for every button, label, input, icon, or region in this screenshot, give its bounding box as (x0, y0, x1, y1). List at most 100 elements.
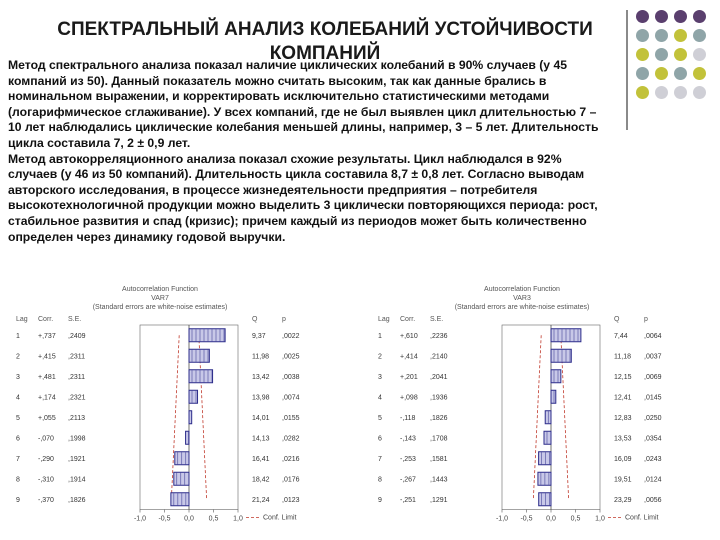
table-cell: ,0145 (644, 394, 662, 401)
x-tick-label: -1,0 (496, 516, 508, 523)
table-cell: ,1708 (430, 435, 448, 442)
table-cell: -,370 (38, 497, 54, 504)
column-header: p (282, 316, 286, 323)
table-cell: 8 (378, 476, 382, 483)
table-cell: 23,29 (614, 497, 632, 504)
table-cell: 14,01 (252, 415, 270, 422)
table-cell: ,2236 (430, 333, 448, 340)
table-cell: ,0176 (282, 476, 300, 483)
table-cell: 11,98 (252, 353, 269, 360)
x-tick-label: 0,5 (571, 516, 581, 523)
acf-bar (188, 389, 199, 404)
acf-bar (188, 410, 193, 425)
table-cell: 12,41 (614, 394, 632, 401)
decor-dot (655, 29, 668, 42)
table-cell: 7,44 (614, 333, 628, 340)
table-cell: +,737 (38, 333, 56, 340)
decor-dot (636, 86, 649, 99)
table-cell: 5 (378, 415, 382, 422)
table-cell: -,251 (400, 497, 416, 504)
table-cell: 11,18 (614, 353, 631, 360)
decor-dot (636, 48, 649, 61)
table-cell: ,0022 (282, 333, 300, 340)
table-cell: 21,24 (252, 497, 270, 504)
table-cell: ,0069 (644, 374, 662, 381)
legend-label: Conf. Limit (625, 515, 659, 522)
table-cell: -,290 (38, 456, 54, 463)
decor-dot (693, 48, 706, 61)
paragraph-spectral: Метод спектрального анализа показал нали… (8, 58, 599, 150)
table-cell: 8 (16, 476, 20, 483)
table-cell: +,415 (38, 353, 56, 360)
table-cell: 12,83 (614, 415, 632, 422)
table-cell: ,1826 (430, 415, 448, 422)
x-tick-label: 0,5 (209, 516, 219, 523)
acf-bar (537, 471, 552, 486)
table-cell: ,1998 (68, 435, 86, 442)
chart-title: Autocorrelation Function (122, 286, 198, 293)
acf-bar (173, 471, 190, 486)
table-cell: ,0124 (644, 476, 662, 483)
table-cell: -,310 (38, 476, 54, 483)
table-cell: ,0250 (644, 415, 662, 422)
table-cell: +,174 (38, 394, 56, 401)
table-cell: ,0074 (282, 394, 300, 401)
table-cell: ,1581 (430, 456, 448, 463)
table-cell: ,2409 (68, 333, 86, 340)
column-header: Lag (378, 316, 390, 323)
table-cell: 14,13 (252, 435, 270, 442)
acf-bar (543, 430, 552, 445)
table-cell: -,267 (400, 476, 416, 483)
table-cell: ,1914 (68, 476, 86, 483)
decor-dot (674, 29, 687, 42)
column-header: Q (252, 316, 258, 323)
body-text: Метод спектрального анализа показал нали… (8, 58, 608, 245)
table-cell: 16,41 (252, 456, 270, 463)
table-cell: +,610 (400, 333, 418, 340)
decor-dot (693, 67, 706, 80)
table-cell: ,2041 (430, 374, 448, 381)
column-header: S.E. (68, 316, 81, 323)
acf-bar (550, 369, 562, 384)
acf-bar (188, 348, 210, 363)
chart-note: (Standard errors are white-noise estimat… (454, 304, 590, 311)
decor-dot (674, 86, 687, 99)
chart-subtitle: VAR7 (151, 295, 169, 302)
table-cell: -,070 (38, 435, 54, 442)
table-cell: ,0243 (644, 456, 662, 463)
table-cell: 19,51 (614, 476, 632, 483)
table-cell: 16,09 (614, 456, 632, 463)
conf-limit-lower (532, 335, 542, 500)
x-tick-label: -0,5 (520, 516, 532, 523)
acf-bar (538, 492, 552, 507)
table-cell: +,481 (38, 374, 56, 381)
table-cell: ,2311 (68, 353, 85, 360)
column-header: Lag (16, 316, 28, 323)
table-cell: 2 (378, 353, 382, 360)
table-cell: 4 (378, 394, 382, 401)
table-cell: +,414 (400, 353, 418, 360)
table-cell: 5 (16, 415, 20, 422)
table-cell: ,1291 (430, 497, 448, 504)
table-cell: ,1936 (430, 394, 448, 401)
decor-dot (655, 67, 668, 80)
table-cell: 1 (378, 333, 382, 340)
table-cell: ,2113 (68, 415, 85, 422)
acf-chart-var3: Autocorrelation Function VAR3 (Standard … (372, 285, 672, 535)
table-cell: 6 (378, 435, 382, 442)
table-cell: 7 (378, 456, 382, 463)
acf-bar (538, 451, 552, 466)
column-header: Corr. (400, 316, 415, 323)
paragraph-autocorrelation: Метод автокорреляционного анализа показа… (8, 151, 598, 244)
table-cell: ,0123 (282, 497, 300, 504)
slide-title: СПЕКТРАЛЬНЫЙ АНАЛИЗ КОЛЕБАНИЙ УСТОЙЧИВОС… (57, 19, 593, 64)
table-cell: 13,98 (252, 394, 270, 401)
chart-subtitle: VAR3 (513, 295, 531, 302)
table-cell: 13,42 (252, 374, 270, 381)
decor-dot (655, 48, 668, 61)
table-cell: 9 (16, 497, 20, 504)
table-cell: ,2140 (430, 353, 448, 360)
legend-label: Conf. Limit (263, 515, 297, 522)
acf-chart-var7: Autocorrelation Function VAR7 (Standard … (10, 285, 310, 535)
acf-bar (550, 389, 557, 404)
